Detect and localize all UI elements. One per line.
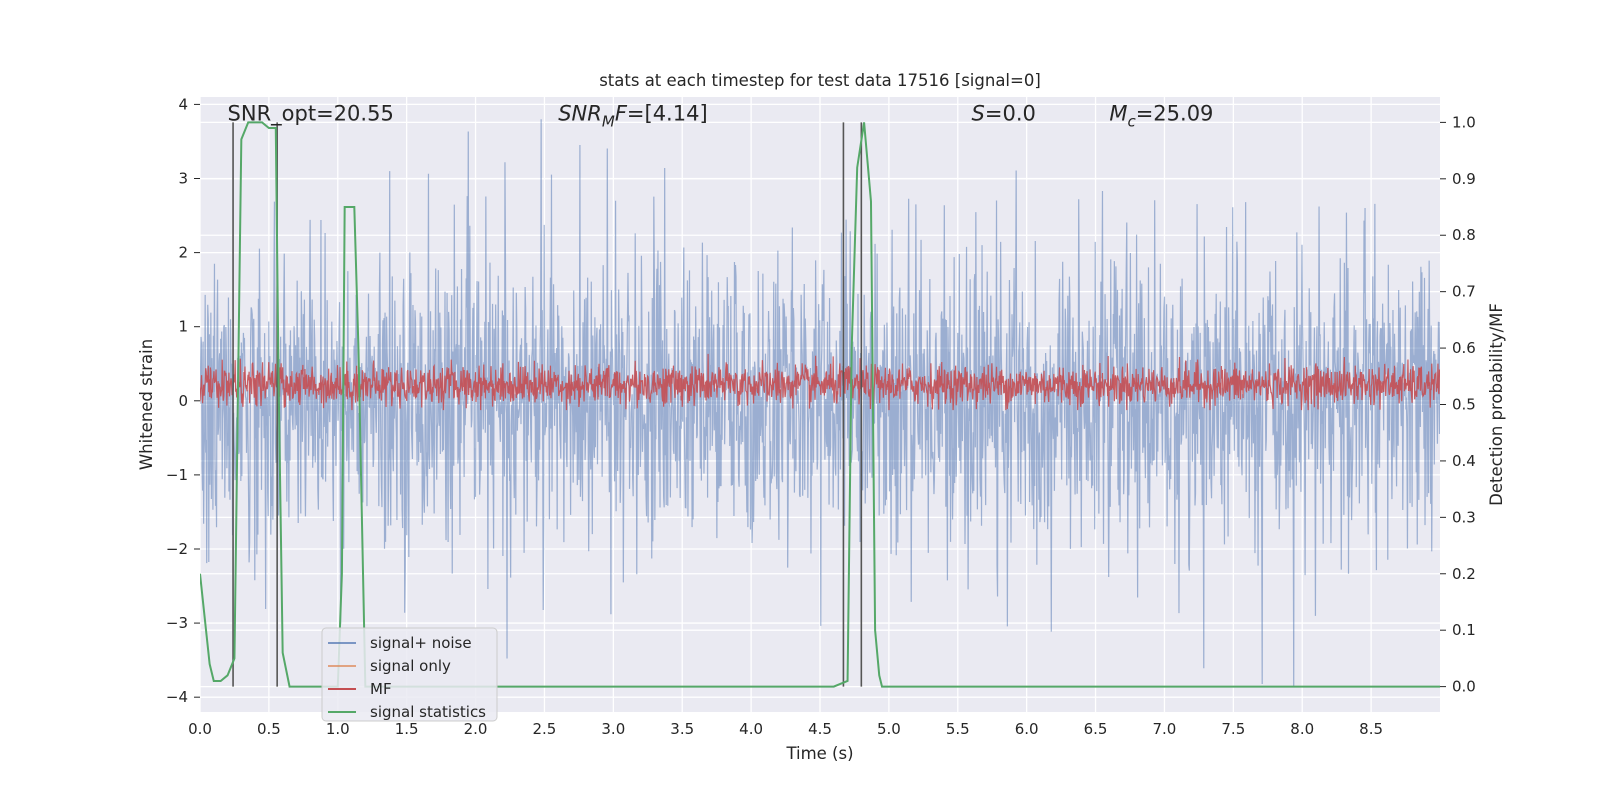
- x-tick-label: 0.0: [188, 720, 212, 738]
- x-tick-label: 4.5: [808, 720, 832, 738]
- y-right-tick-label: 0.8: [1452, 226, 1476, 244]
- y-tick-label: 0: [178, 392, 188, 410]
- legend-label: signal only: [370, 657, 451, 675]
- annotation-snr-mf: SNRMF=[4.14]: [558, 101, 707, 130]
- series-signal-statistics: [200, 121, 1440, 688]
- annotations: SNR_opt=20.55 SNRMF=[4.14] S=0.0 Mc=25.0…: [228, 101, 1214, 130]
- y-right-tick-label: 0.5: [1452, 396, 1476, 414]
- y-tick-label: −4: [166, 688, 188, 706]
- legend-label: signal+ noise: [370, 634, 472, 652]
- x-tick-label: 1.5: [395, 720, 419, 738]
- y-tick-label: −3: [166, 614, 188, 632]
- series-mf: [200, 353, 1440, 411]
- series-signal-noise: [200, 119, 1440, 687]
- y-tick-label: 1: [178, 318, 188, 336]
- chart-title: stats at each timestep for test data 175…: [599, 71, 1041, 90]
- y-tick-label: 4: [178, 95, 188, 113]
- y-right-tick-label: 0.9: [1452, 170, 1476, 188]
- series-layer: [200, 119, 1440, 688]
- legend-label: MF: [370, 680, 392, 698]
- y-tick-label: 2: [178, 244, 188, 262]
- x-tick-label: 6.5: [1084, 720, 1108, 738]
- annotation-mc: Mc=25.09: [1109, 101, 1213, 130]
- y-tick-label: −2: [166, 540, 188, 558]
- axes-layer: 0.0 0.5 1.0 1.5 2.0 2.5 3.0 3.5 4.0 4.5 5.0 5.5 6.0 6…: [166, 95, 1476, 738]
- legend: signal+ noise signal only MF signal statist…: [321, 627, 498, 722]
- x-tick-label: 1.0: [326, 720, 350, 738]
- y-right-tick-label: 0.4: [1452, 452, 1476, 470]
- x-tick-label: 6.0: [1015, 720, 1039, 738]
- y-right-tick-label: 0.2: [1452, 565, 1476, 583]
- x-tick-label: 0.5: [257, 720, 281, 738]
- x-tick-label: 2.5: [533, 720, 557, 738]
- y-right-tick-label: 1.0: [1452, 113, 1476, 131]
- y-right-tick-label: 0.7: [1452, 283, 1476, 301]
- x-tick-label: 5.0: [877, 720, 901, 738]
- y-right-tick-label: 0.3: [1452, 508, 1476, 526]
- annotation-snr-opt: SNR_opt=20.55: [228, 101, 394, 126]
- x-tick-label: 8.5: [1359, 720, 1383, 738]
- x-tick-label: 5.5: [946, 720, 970, 738]
- y-right-tick-label: 0.0: [1452, 678, 1476, 696]
- y-right-tick-label: 0.6: [1452, 339, 1476, 357]
- legend-label: signal statistics: [370, 703, 486, 721]
- x-tick-label: 7.5: [1221, 720, 1245, 738]
- x-tick-label: 7.0: [1153, 720, 1177, 738]
- y-axis-label: Whitened strain: [137, 339, 156, 470]
- x-tick-label: 8.0: [1290, 720, 1314, 738]
- x-axis-label: Time (s): [785, 744, 853, 763]
- legend-entries: signal+ noise signal only MF signal statist…: [328, 634, 486, 721]
- legend-box: [321, 627, 498, 722]
- x-tick-label: 3.5: [670, 720, 694, 738]
- y-tick-label: 3: [178, 170, 188, 188]
- x-tick-label: 4.0: [739, 720, 763, 738]
- x-tick-label: 3.0: [601, 720, 625, 738]
- annotation-s: S=0.0: [972, 101, 1036, 125]
- y-tick-label: −1: [166, 466, 188, 484]
- y-axis-label-right: Detection probability/MF: [1487, 303, 1506, 506]
- x-tick-label: 2.0: [464, 720, 488, 738]
- y-right-tick-label: 0.1: [1452, 621, 1476, 639]
